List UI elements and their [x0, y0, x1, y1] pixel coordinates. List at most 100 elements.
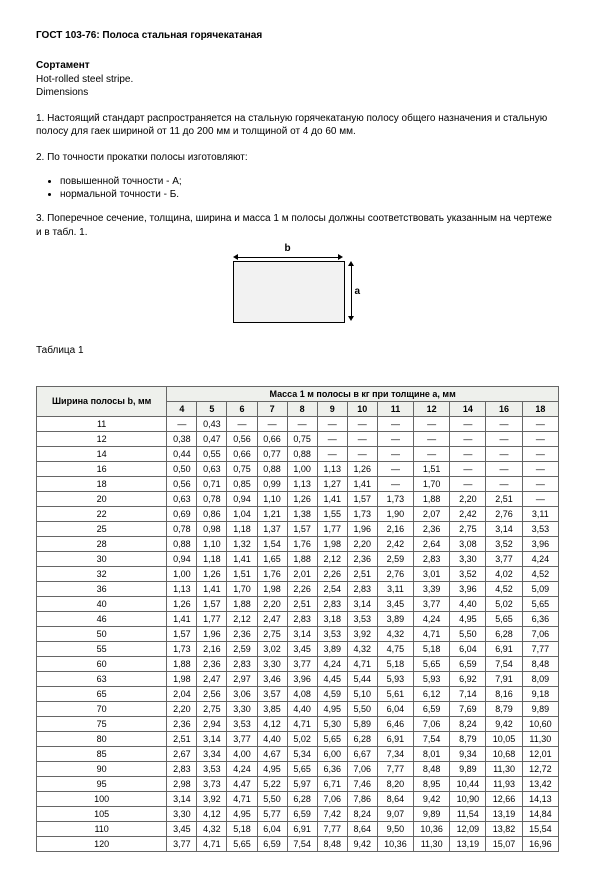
- mass-cell: 3,53: [197, 761, 227, 776]
- mass-cell: 0,66: [257, 431, 287, 446]
- table-row: 802,513,143,774,405,025,656,286,917,548,…: [37, 731, 559, 746]
- mass-cell: 0,56: [167, 476, 197, 491]
- mass-cell: 3,96: [287, 671, 317, 686]
- mass-cell: 3,14: [287, 626, 317, 641]
- mass-cell: 1,96: [197, 626, 227, 641]
- row-width-value: 28: [37, 536, 167, 551]
- mass-cell: 3,30: [257, 656, 287, 671]
- mass-cell: 1,70: [414, 476, 450, 491]
- mass-cell: 0,77: [257, 446, 287, 461]
- mass-cell: 14,84: [522, 806, 558, 821]
- mass-cell: 0,94: [167, 551, 197, 566]
- mass-cell: 4,71: [287, 716, 317, 731]
- mass-cell: 1,65: [257, 551, 287, 566]
- mass-cell: 4,12: [257, 716, 287, 731]
- row-width-value: 32: [37, 566, 167, 581]
- mass-cell: 1,18: [197, 551, 227, 566]
- mass-cell: 8,95: [414, 776, 450, 791]
- mass-cell: 5,61: [377, 686, 413, 701]
- mass-cell: 1,57: [197, 596, 227, 611]
- mass-cell: 5,30: [317, 716, 347, 731]
- mass-cell: 3,11: [522, 506, 558, 521]
- mass-cell: —: [522, 446, 558, 461]
- mass-cell: 6,28: [287, 791, 317, 806]
- mass-cell: 5,77: [257, 806, 287, 821]
- mass-cell: —: [450, 446, 486, 461]
- mass-cell: 3,77: [227, 731, 257, 746]
- mass-cell: 0,56: [227, 431, 257, 446]
- mass-cell: —: [522, 491, 558, 506]
- mass-cell: 1,04: [227, 506, 257, 521]
- subhead-line2: Hot-rolled steel stripe.: [36, 74, 133, 85]
- mass-cell: 1,38: [287, 506, 317, 521]
- mass-cell: 8,48: [522, 656, 558, 671]
- mass-cell: 1,10: [257, 491, 287, 506]
- mass-cell: 4,95: [450, 611, 486, 626]
- mass-cell: 4,24: [522, 551, 558, 566]
- mass-cell: 4,12: [197, 806, 227, 821]
- mass-cell: 14,13: [522, 791, 558, 806]
- col-header-thickness: 14: [450, 401, 486, 416]
- mass-cell: 6,91: [287, 821, 317, 836]
- mass-cell: 11,30: [414, 836, 450, 851]
- mass-cell: 11,93: [486, 776, 522, 791]
- table-row: 551,732,162,593,023,453,894,324,755,186,…: [37, 641, 559, 656]
- table-row: 652,042,563,063,574,084,595,105,616,127,…: [37, 686, 559, 701]
- row-width-value: 75: [37, 716, 167, 731]
- mass-cell: 4,52: [522, 566, 558, 581]
- table-row: 11—0,43——————————: [37, 416, 559, 431]
- mass-cell: 7,06: [414, 716, 450, 731]
- mass-cell: 1,26: [167, 596, 197, 611]
- paragraph-2: 2. По точности прокатки полосы изготовля…: [36, 151, 559, 165]
- mass-cell: 1,88: [414, 491, 450, 506]
- row-width-value: 30: [37, 551, 167, 566]
- mass-cell: 2,20: [450, 491, 486, 506]
- mass-cell: 8,24: [347, 806, 377, 821]
- table-row: 200,630,780,941,101,261,411,571,731,882,…: [37, 491, 559, 506]
- mass-cell: 4,52: [486, 581, 522, 596]
- table-row: 902,833,534,244,955,656,367,067,778,489,…: [37, 761, 559, 776]
- mass-cell: 1,90: [377, 506, 413, 521]
- mass-cell: 1,88: [287, 551, 317, 566]
- table-row: 120,380,470,560,660,75———————: [37, 431, 559, 446]
- mass-cell: 3,85: [257, 701, 287, 716]
- mass-cell: —: [522, 461, 558, 476]
- list-item: нормальной точности - Б.: [60, 189, 559, 200]
- mass-cell: 3,77: [167, 836, 197, 851]
- row-width-value: 18: [37, 476, 167, 491]
- mass-cell: 6,12: [414, 686, 450, 701]
- mass-cell: 2,51: [347, 566, 377, 581]
- col-header-thickness: 16: [486, 401, 522, 416]
- mass-cell: 5,65: [317, 731, 347, 746]
- mass-cell: 3,45: [287, 641, 317, 656]
- mass-cell: 2,51: [167, 731, 197, 746]
- mass-cell: 1,51: [414, 461, 450, 476]
- mass-cell: 3,01: [414, 566, 450, 581]
- mass-cell: 7,14: [450, 686, 486, 701]
- mass-cell: 2,26: [287, 581, 317, 596]
- mass-cell: 1,73: [167, 641, 197, 656]
- mass-cell: 2,83: [227, 656, 257, 671]
- mass-cell: 5,50: [450, 626, 486, 641]
- col-header-thickness: 12: [414, 401, 450, 416]
- mass-cell: 10,90: [450, 791, 486, 806]
- mass-cell: 3,53: [227, 716, 257, 731]
- mass-cell: —: [486, 476, 522, 491]
- mass-cell: 3,96: [522, 536, 558, 551]
- mass-cell: 9,42: [486, 716, 522, 731]
- mass-cell: 7,54: [414, 731, 450, 746]
- mass-cell: 1,41: [317, 491, 347, 506]
- mass-cell: 1,10: [197, 536, 227, 551]
- row-width-value: 95: [37, 776, 167, 791]
- mass-cell: 2,36: [227, 626, 257, 641]
- mass-cell: 1,98: [257, 581, 287, 596]
- mass-cell: 1,76: [257, 566, 287, 581]
- mass-cell: 5,10: [347, 686, 377, 701]
- mass-cell: 5,02: [287, 731, 317, 746]
- mass-cell: 12,09: [450, 821, 486, 836]
- col-header-thickness: 18: [522, 401, 558, 416]
- mass-cell: 2,47: [197, 671, 227, 686]
- mass-cell: 1,41: [347, 476, 377, 491]
- mass-cell: 4,40: [450, 596, 486, 611]
- table-row: 752,362,943,534,124,715,305,896,467,068,…: [37, 716, 559, 731]
